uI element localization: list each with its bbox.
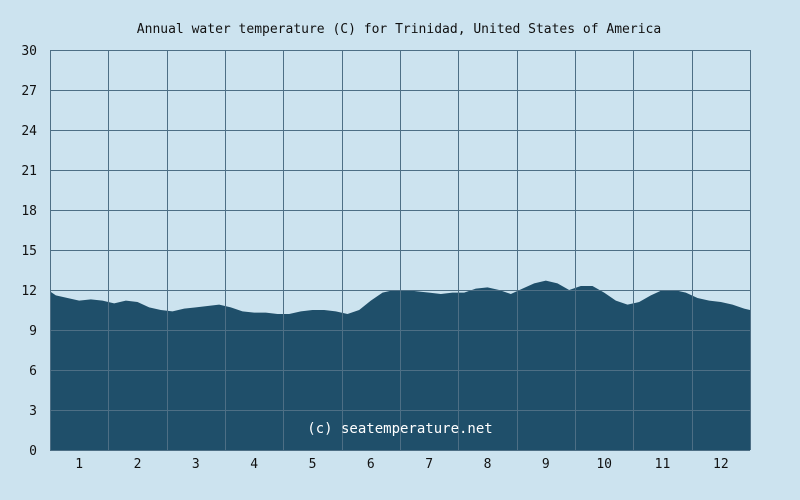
x-tick-label-10: 10 (596, 457, 612, 472)
x-tick-label-8: 8 (484, 457, 492, 472)
y-tick-label-6: 6 (29, 364, 37, 379)
grid-layer (50, 50, 751, 451)
x-tick-label-7: 7 (425, 457, 433, 472)
x-tick-label-6: 6 (367, 457, 375, 472)
y-tick-label-15: 15 (21, 244, 37, 259)
x-tick-label-9: 9 (542, 457, 550, 472)
y-tick-label-30: 30 (21, 44, 37, 59)
y-tick-labels: 0 3 6 9 12 15 18 21 24 27 30 (21, 44, 37, 459)
y-tick-label-18: 18 (21, 204, 37, 219)
chart-title: Annual water temperature (C) for Trinida… (137, 22, 661, 37)
x-tick-label-4: 4 (250, 457, 258, 472)
x-tick-label-3: 3 (192, 457, 200, 472)
y-tick-label-0: 0 (29, 444, 37, 459)
y-tick-label-24: 24 (21, 124, 37, 139)
y-tick-label-3: 3 (29, 404, 37, 419)
x-tick-label-5: 5 (309, 457, 317, 472)
y-tick-label-12: 12 (21, 284, 37, 299)
y-tick-label-27: 27 (21, 84, 37, 99)
x-tick-label-11: 11 (655, 457, 671, 472)
x-tick-label-2: 2 (134, 457, 142, 472)
y-tick-label-21: 21 (21, 164, 37, 179)
y-tick-label-9: 9 (29, 324, 37, 339)
x-tick-label-1: 1 (75, 457, 83, 472)
watermark: (c) seatemperature.net (307, 421, 492, 437)
x-tick-label-12: 12 (713, 457, 729, 472)
x-tick-labels: 1 2 3 4 5 6 7 8 9 10 11 12 (75, 457, 728, 472)
